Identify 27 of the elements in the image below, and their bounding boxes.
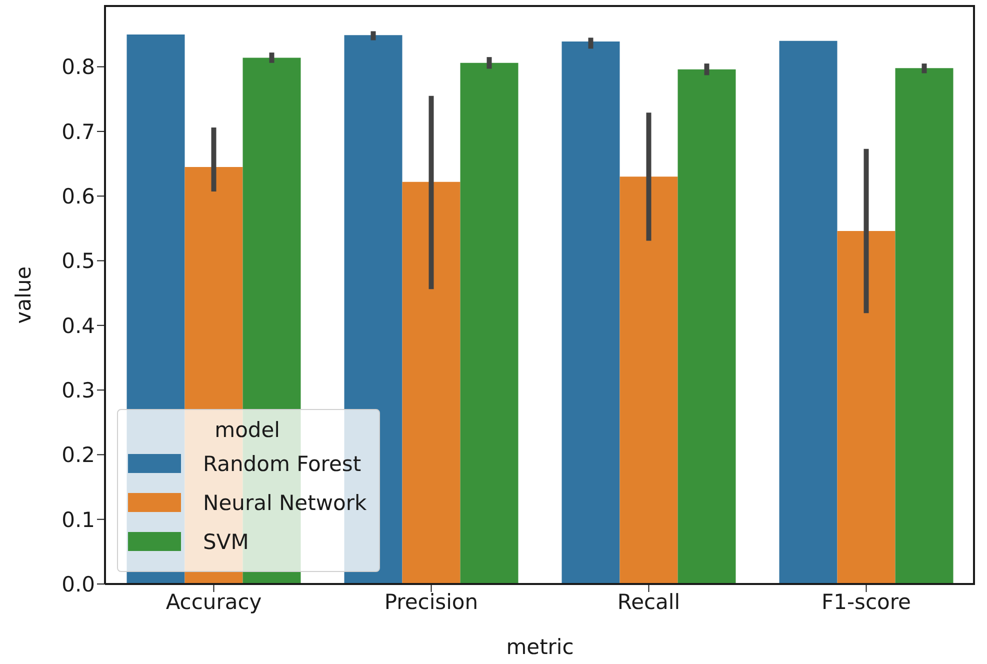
bar bbox=[460, 62, 518, 584]
y-tick-label: 0.2 bbox=[62, 443, 95, 468]
bar bbox=[620, 176, 678, 584]
bar bbox=[779, 40, 838, 584]
x-tick-label: F1-score bbox=[822, 590, 911, 614]
legend-label: Neural Network bbox=[203, 490, 367, 514]
y-tick-label: 0.8 bbox=[62, 55, 95, 80]
bar bbox=[837, 230, 896, 584]
bar bbox=[895, 68, 954, 584]
y-tick-label: 0.4 bbox=[62, 314, 95, 338]
y-tick-label: 0.1 bbox=[62, 508, 95, 532]
legend-label: Random Forest bbox=[203, 452, 362, 476]
x-tick-label: Precision bbox=[384, 590, 478, 614]
x-axis-title: metric bbox=[506, 635, 574, 659]
bar bbox=[402, 182, 460, 584]
x-tick-label: Accuracy bbox=[166, 590, 262, 614]
bar bbox=[678, 69, 736, 584]
y-axis-title: value bbox=[11, 266, 36, 324]
y-tick-label: 0.7 bbox=[62, 120, 95, 144]
x-tick-label: Recall bbox=[617, 590, 680, 614]
y-tick-label: 0.3 bbox=[62, 378, 95, 402]
y-tick-label: 0.5 bbox=[62, 249, 95, 274]
bar bbox=[562, 42, 620, 584]
legend-title: model bbox=[214, 418, 282, 442]
y-tick-label: 0.6 bbox=[62, 184, 95, 209]
y-tick-label: 0.0 bbox=[62, 572, 95, 596]
legend-label: SVM bbox=[203, 530, 249, 554]
